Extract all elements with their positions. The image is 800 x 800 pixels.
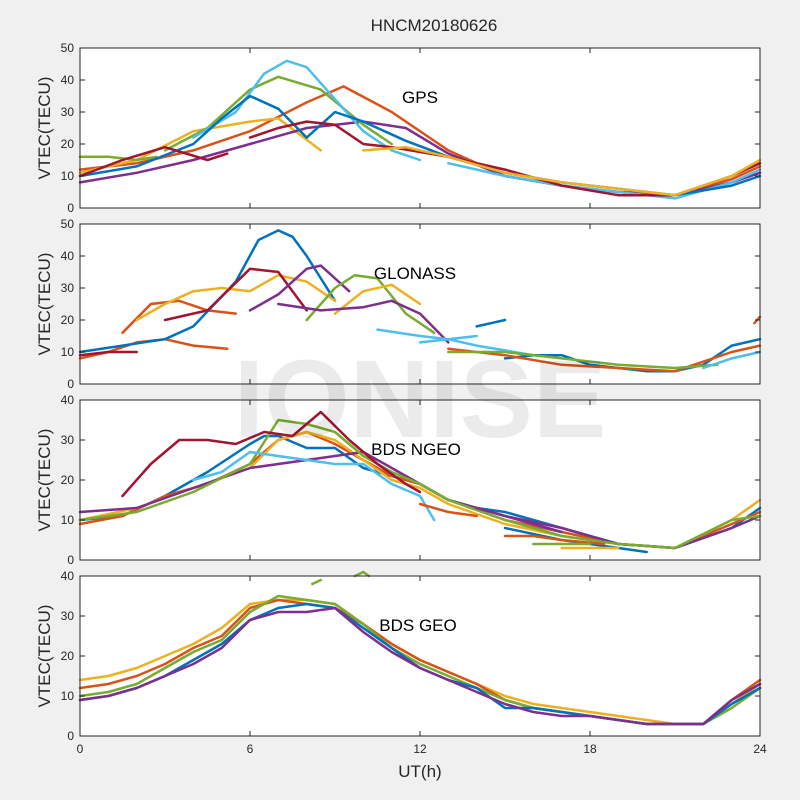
series-line [277, 299, 450, 344]
y-tick-label: 30 [61, 281, 75, 295]
y-tick-label: 50 [61, 217, 75, 231]
series-line [333, 283, 422, 315]
y-tick-label: 20 [61, 313, 75, 327]
series-line [78, 145, 229, 178]
series-line [702, 350, 762, 370]
series-line [311, 578, 323, 586]
series-line [78, 350, 138, 357]
y-tick-label: 30 [61, 105, 75, 119]
y-axis-label: VTEC(TECU) [35, 77, 54, 180]
watermark: IONISE [234, 338, 607, 461]
plot-area [80, 48, 760, 208]
y-axis-label: VTEC(TECU) [35, 253, 54, 356]
y-axis-label: VTEC(TECU) [35, 605, 54, 708]
series-line [503, 534, 606, 546]
y-axis-label: VTEC(TECU) [35, 429, 54, 532]
y-tick-label: 20 [61, 649, 75, 663]
y-tick-label: 10 [61, 689, 75, 703]
y-tick-label: 0 [67, 201, 74, 215]
series-line [418, 502, 478, 518]
series-line [362, 145, 762, 197]
x-axis-label: UT(h) [398, 762, 441, 781]
series-line [305, 273, 436, 335]
series-line [353, 570, 371, 578]
series-line [163, 267, 308, 322]
series-line [78, 155, 158, 162]
plot-area [80, 576, 760, 736]
y-tick-label: 40 [61, 73, 75, 87]
series-line [475, 506, 563, 534]
x-tick-label: 12 [413, 742, 427, 756]
panel-label: BDS NGEO [371, 440, 461, 459]
x-tick-label: 0 [77, 742, 84, 756]
series-line [78, 94, 308, 178]
y-tick-label: 50 [61, 41, 75, 55]
series-line [376, 328, 478, 341]
series-line [78, 117, 323, 175]
y-tick-label: 30 [61, 433, 75, 447]
chart-title: HNCM20180626 [371, 16, 498, 35]
panel-label: BDS GEO [379, 616, 456, 635]
series-line [447, 344, 762, 373]
y-tick-label: 20 [61, 473, 75, 487]
y-tick-label: 40 [61, 393, 75, 407]
series-line [475, 318, 507, 328]
y-tick-label: 0 [67, 729, 74, 743]
series-line [121, 299, 238, 335]
y-tick-label: 40 [61, 569, 75, 583]
panel-label: GPS [402, 88, 438, 107]
series-line [78, 229, 337, 354]
panel-label: GLONASS [374, 264, 456, 283]
y-tick-label: 10 [61, 345, 75, 359]
series-line [248, 264, 351, 312]
series-line [78, 418, 762, 550]
panel-4: 0 10 20 30 40 0 6 12 18 24 VTEC(TECU) BDS GEO [35, 569, 767, 756]
panel-1: 0 10 20 30 40 50 VTEC(TECU) GPS [35, 41, 762, 215]
panels: 0 10 20 30 40 50 VTEC(TECU) GPS 0 10 20 30 40 50 VTEC(… [35, 41, 767, 756]
series-line [135, 273, 337, 322]
x-tick-label: 6 [247, 742, 254, 756]
x-tick-label: 24 [753, 742, 767, 756]
y-tick-label: 10 [61, 169, 75, 183]
y-tick-label: 40 [61, 249, 75, 263]
y-tick-label: 0 [67, 377, 74, 391]
series-line [78, 606, 762, 726]
y-tick-label: 20 [61, 137, 75, 151]
x-tick-label: 18 [583, 742, 597, 756]
panel-3: 0 10 20 30 40 VTEC(TECU) BDS NGEO [35, 393, 762, 567]
series-line [192, 450, 436, 522]
y-tick-label: 10 [61, 513, 75, 527]
series-line [447, 350, 719, 370]
y-tick-label: 30 [61, 609, 75, 623]
series-line [447, 161, 762, 200]
y-tick-label: 0 [67, 553, 74, 567]
panel-2: 0 10 20 30 40 50 VTEC(TECU) GLONASS [35, 217, 762, 391]
series-line [121, 410, 422, 498]
